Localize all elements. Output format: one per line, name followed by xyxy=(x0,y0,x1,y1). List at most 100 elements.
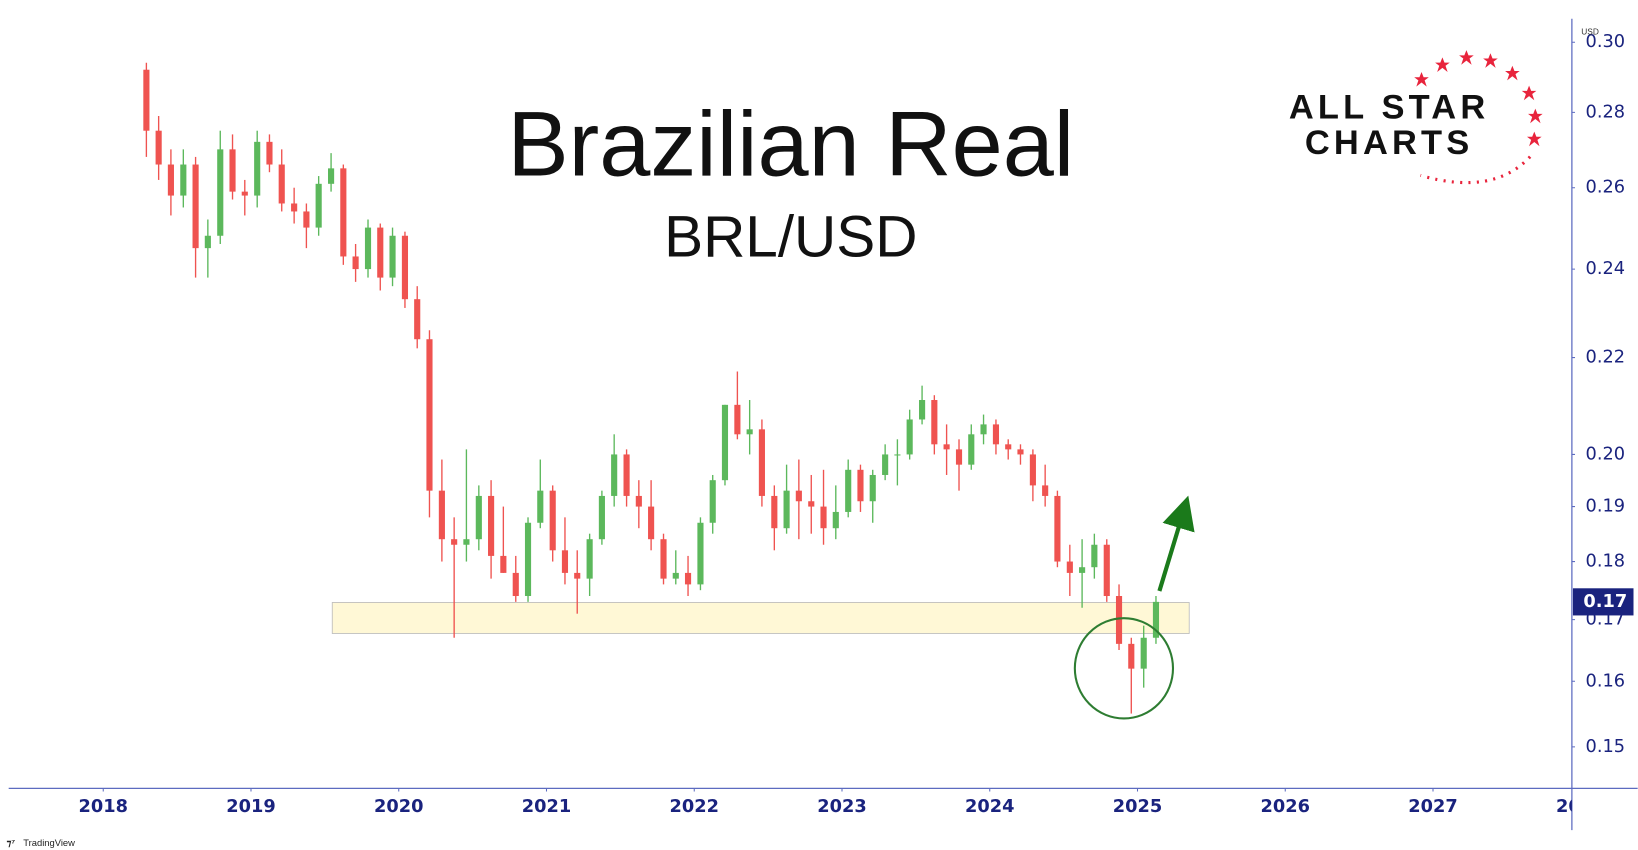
y-tick-label: 0.30 xyxy=(1586,32,1626,52)
candle-body xyxy=(721,404,729,481)
candle-body xyxy=(266,141,273,165)
candle-body xyxy=(143,69,150,131)
candle-body xyxy=(180,164,187,196)
candle-body xyxy=(992,424,1000,445)
candle-body xyxy=(1066,561,1073,573)
candle-body xyxy=(414,299,421,340)
candle-body xyxy=(660,539,667,579)
candle-body xyxy=(167,164,174,196)
candle-body xyxy=(1115,596,1123,644)
candle-body xyxy=(955,449,963,465)
x-tick-label: 2020 xyxy=(374,797,423,817)
y-tick-label: 0.24 xyxy=(1586,259,1626,279)
candle-body xyxy=(389,235,396,278)
candle-body xyxy=(303,211,310,228)
candle-body xyxy=(746,429,753,435)
watermark-icon: ⁊⁷ xyxy=(7,837,16,848)
candle-body xyxy=(340,168,347,257)
candle-body xyxy=(475,495,482,540)
candle-body xyxy=(943,444,950,450)
candle-body xyxy=(155,130,162,165)
y-tick-label: 0.15 xyxy=(1586,737,1626,757)
candle-body xyxy=(832,511,839,529)
candle-body xyxy=(697,522,704,585)
y-tick-label: 0.20 xyxy=(1586,444,1626,464)
candle-body xyxy=(931,400,938,445)
candle-body xyxy=(598,495,605,540)
x-tick-label: 2027 xyxy=(1408,797,1457,817)
candle-body xyxy=(1042,485,1049,496)
candle-body xyxy=(586,539,593,579)
candle-body xyxy=(315,183,322,228)
candle-body xyxy=(1079,567,1086,573)
y-tick-label: 0.18 xyxy=(1586,552,1626,572)
logo-line: CHARTS xyxy=(1305,124,1474,162)
candle-body xyxy=(241,191,248,196)
chart-subtitle: BRL/USD xyxy=(664,205,917,270)
candle-body xyxy=(561,550,569,573)
candle-body xyxy=(980,424,987,435)
chart-title: Brazilian Real xyxy=(507,94,1074,196)
candle-body xyxy=(1128,643,1135,669)
candle-body xyxy=(758,429,765,496)
y-tick-label: 0.28 xyxy=(1586,102,1626,122)
candle-body xyxy=(426,339,433,491)
candle-body xyxy=(1140,637,1147,669)
logo-line: ALL STAR xyxy=(1289,89,1490,127)
candle-body xyxy=(919,400,926,420)
candle-body xyxy=(857,469,864,502)
candle-body xyxy=(882,454,889,475)
candle-body xyxy=(488,495,495,556)
candle-body xyxy=(611,454,618,496)
y-tick-label: 0.19 xyxy=(1586,497,1626,517)
candle-body xyxy=(1017,449,1024,455)
x-tick-label: 2025 xyxy=(1113,797,1162,817)
support-zone xyxy=(331,602,1190,634)
candle-body xyxy=(364,227,372,270)
candle-body xyxy=(820,506,827,529)
candle-body xyxy=(463,539,470,545)
candle-body xyxy=(291,203,298,212)
candle-body xyxy=(1005,444,1012,450)
candle-body xyxy=(278,164,285,204)
candle-body xyxy=(906,419,913,455)
y-tick-label: 0.16 xyxy=(1586,671,1626,691)
candle-body xyxy=(783,490,790,529)
x-tick-label: 2022 xyxy=(670,797,719,817)
candle-body xyxy=(192,164,199,249)
x-tick-label: 2024 xyxy=(965,797,1014,817)
candle-body xyxy=(808,501,815,507)
candle-body xyxy=(968,434,975,465)
candle-body xyxy=(229,149,236,192)
highlight-circle xyxy=(1073,617,1175,720)
x-tick-label: 2028 xyxy=(1556,797,1605,817)
candle-body xyxy=(352,256,359,270)
x-axis: 2018 2019 2020 2021 2022 2023 2024 2025 2026 2027… xyxy=(79,788,1605,817)
last-price-box xyxy=(1572,588,1634,616)
candle-body xyxy=(709,480,716,523)
up-arrow xyxy=(1157,495,1195,592)
x-tick-label: 2018 xyxy=(79,797,128,817)
candle-body xyxy=(254,141,261,196)
candle-body xyxy=(1091,544,1098,568)
last-price-label: 0.17 xyxy=(1583,592,1627,612)
watermark: TradingView xyxy=(23,837,75,848)
x-tick-label: 2023 xyxy=(817,797,866,817)
candle-body xyxy=(1054,495,1061,562)
candle-body xyxy=(623,454,630,496)
candle-body xyxy=(795,490,802,502)
candle-body xyxy=(574,572,581,579)
candle-body xyxy=(1103,544,1110,597)
candle-body xyxy=(894,454,901,456)
y-axis: 0.15 0.16 0.17 0.18 0.19 0.20 0.22 0.24 0.26 0.28… xyxy=(1571,32,1626,757)
candle-body xyxy=(217,149,224,236)
candle-body xyxy=(869,474,876,502)
candle-body xyxy=(684,572,692,585)
candle-body xyxy=(648,506,655,540)
candle-body xyxy=(845,469,852,512)
candle-body xyxy=(328,168,335,184)
y-tick-label: 0.26 xyxy=(1586,178,1626,198)
